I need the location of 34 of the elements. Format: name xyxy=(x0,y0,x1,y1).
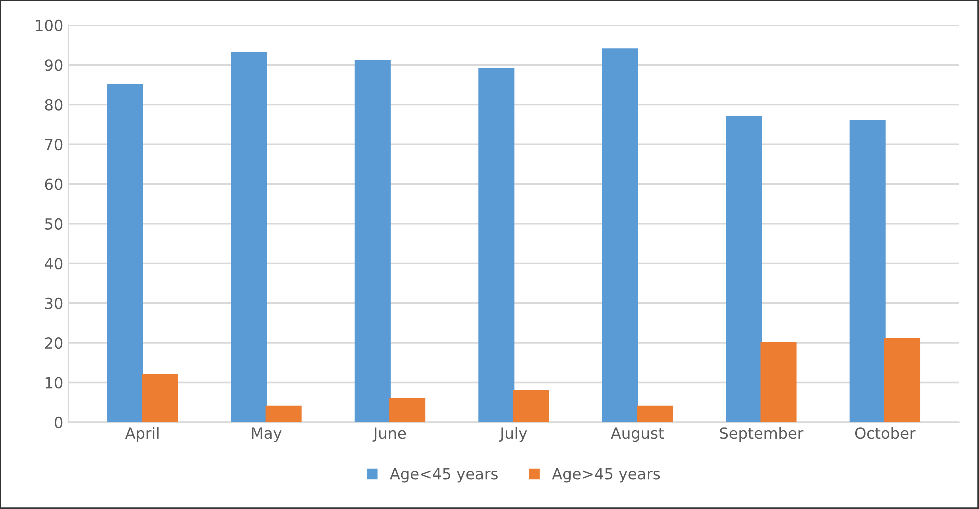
bar xyxy=(354,60,391,422)
bar xyxy=(478,68,515,422)
y-tick-label: 40 xyxy=(44,258,63,270)
bar xyxy=(231,52,268,422)
y-tick-label: 20 xyxy=(45,338,63,350)
x-tick-label: August xyxy=(611,428,664,442)
legend-label: Age>45 years xyxy=(552,468,660,483)
x-tick-label: June xyxy=(372,428,406,442)
bar xyxy=(884,338,921,422)
x-tick-label: April xyxy=(125,427,159,442)
x-tick-label: September xyxy=(720,427,804,442)
y-tick-label: 90 xyxy=(45,60,63,72)
y-tick-label: 60 xyxy=(45,178,63,190)
bar xyxy=(142,374,178,422)
y-tick-label: 10 xyxy=(46,377,63,389)
bar xyxy=(390,398,426,422)
bar xyxy=(726,116,762,422)
x-tick-label: October xyxy=(855,427,916,440)
x-tick-label: July xyxy=(499,427,528,442)
x-tick-label: May xyxy=(252,428,282,442)
bar xyxy=(602,48,638,422)
legend-label: Age<45 years xyxy=(390,468,498,483)
bar xyxy=(513,390,550,422)
y-tick-label: 0 xyxy=(54,416,63,428)
bar xyxy=(107,84,144,422)
bar xyxy=(637,406,674,422)
y-tick-label: 70 xyxy=(45,139,63,151)
bar xyxy=(760,342,797,422)
bar xyxy=(850,120,886,422)
y-tick-label: 50 xyxy=(45,218,63,230)
bar xyxy=(266,406,302,422)
y-tick-label: 100 xyxy=(36,20,63,32)
y-tick-label: 30 xyxy=(45,298,63,310)
y-tick-label: 80 xyxy=(45,99,63,111)
